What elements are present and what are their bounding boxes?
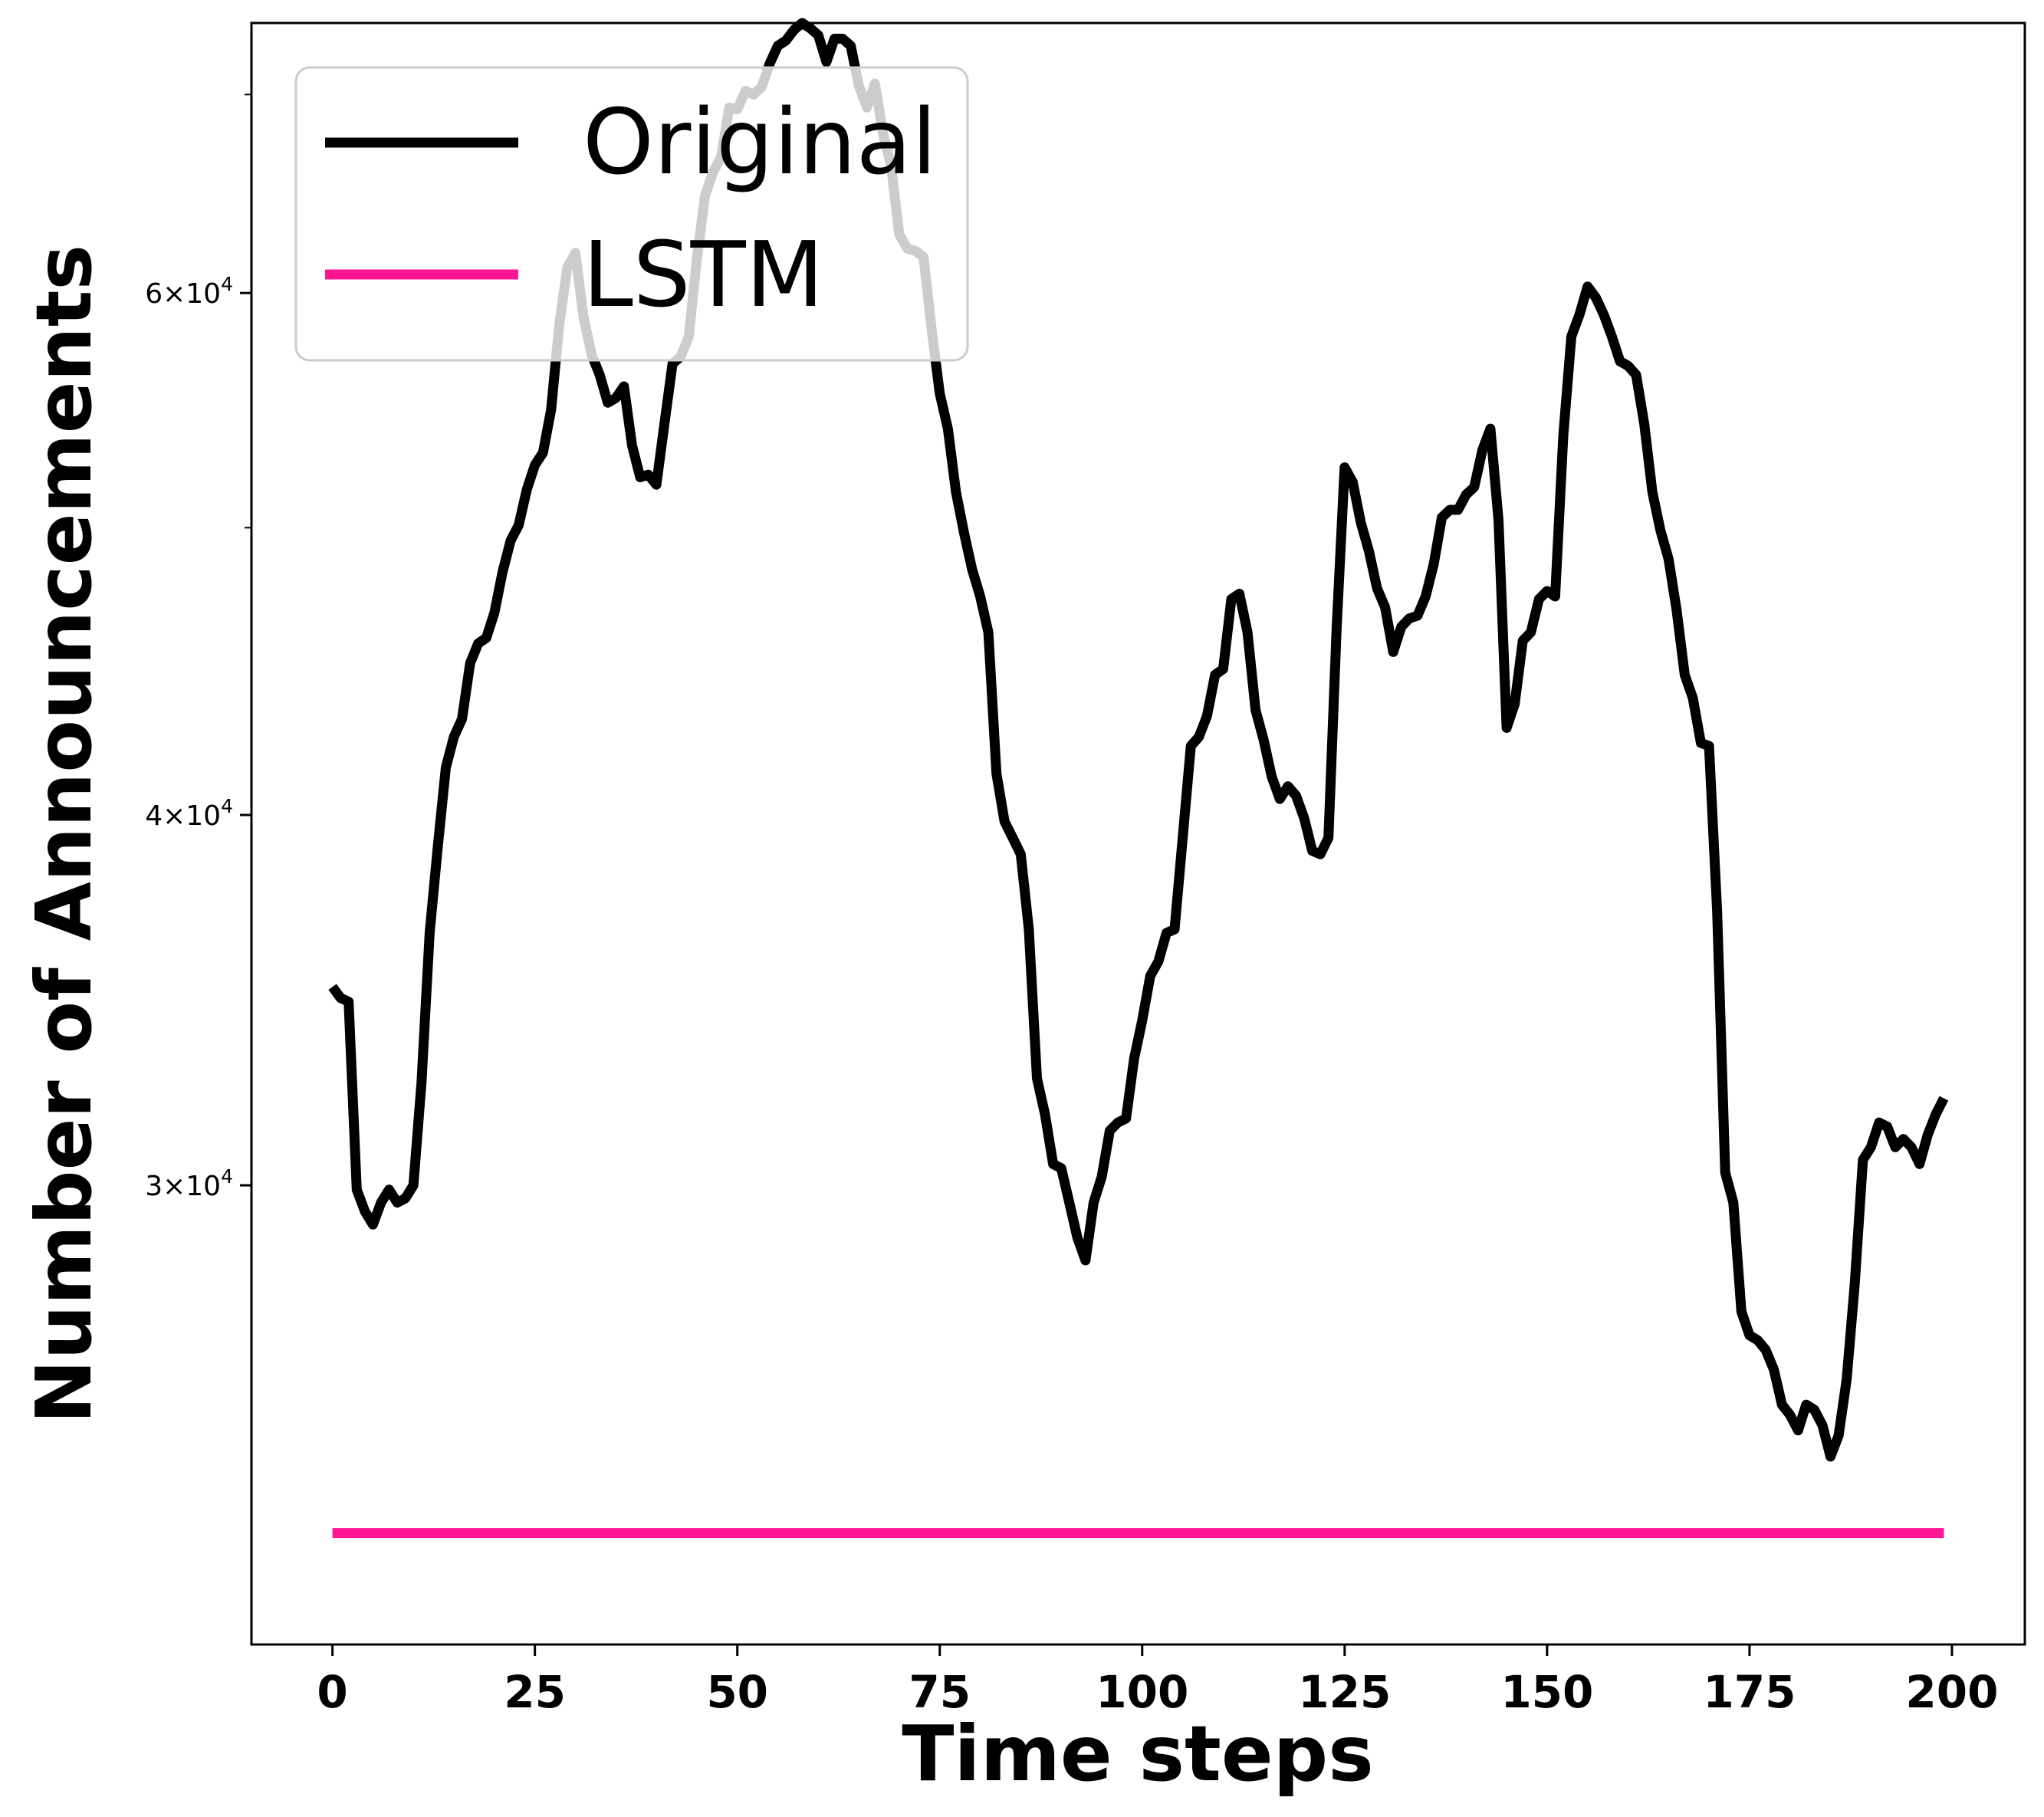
- plot-frame: [250, 21, 2026, 1646]
- x-tick-label: 75: [909, 1666, 971, 1718]
- y-tick-label: 6×104: [145, 273, 233, 310]
- series-layer: [328, 18, 1949, 1539]
- legend-label-original: Original: [583, 89, 937, 195]
- x-tick-label: 100: [1096, 1666, 1188, 1718]
- x-tick-label: 25: [504, 1666, 566, 1718]
- legend-label-lstm: LSTM: [583, 222, 824, 327]
- series-line-original: [328, 18, 1949, 1462]
- x-tick-label: 200: [1905, 1666, 1998, 1718]
- x-tick-label: 125: [1298, 1666, 1391, 1718]
- y-axis-label: Number of Announcements: [19, 245, 109, 1424]
- legend: Original LSTM: [294, 66, 969, 362]
- x-tick-label: 175: [1703, 1666, 1796, 1718]
- y-tick-label: 3×104: [145, 1165, 233, 1202]
- y-tick-label: 4×104: [145, 795, 233, 832]
- x-tick-label: 150: [1500, 1666, 1593, 1718]
- x-tick-label: 0: [317, 1666, 347, 1718]
- x-tick-label: 50: [706, 1666, 768, 1718]
- x-axis-ticks: 0 25 50 75 100 125 150 175 200: [317, 1644, 1998, 1718]
- x-axis-label: Time steps: [902, 1709, 1374, 1799]
